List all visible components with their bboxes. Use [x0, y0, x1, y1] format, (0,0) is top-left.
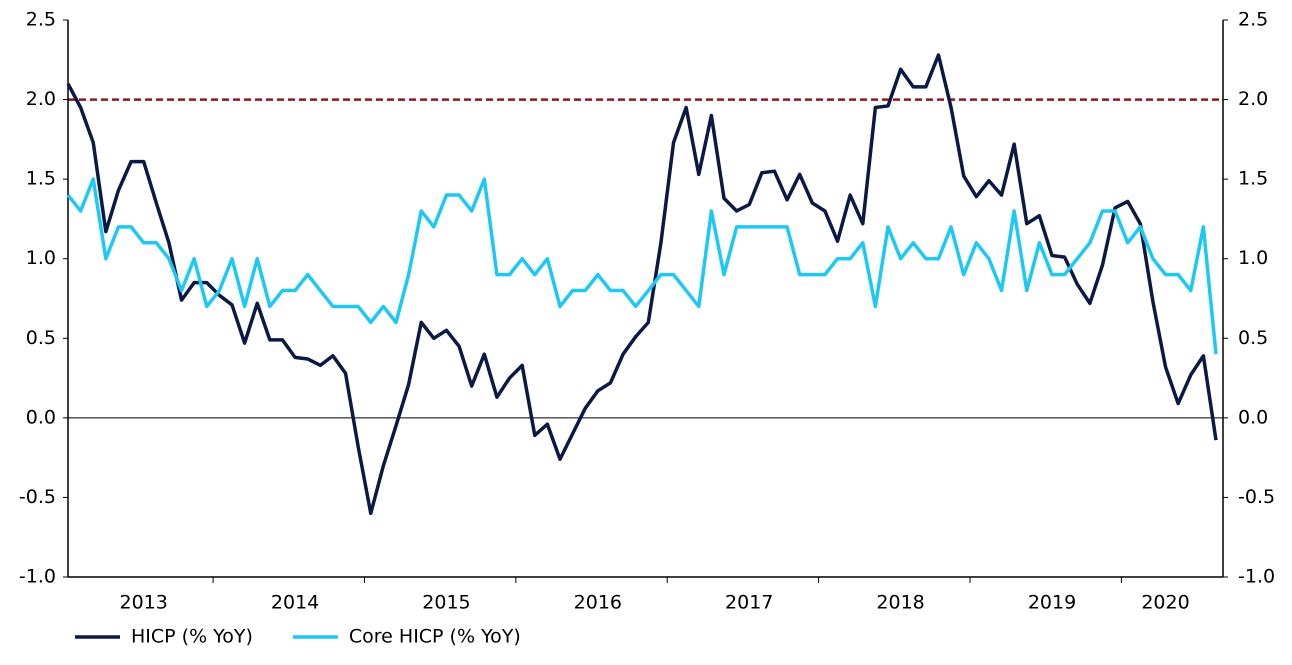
y-tick-label: 2.5 [26, 9, 56, 31]
legend-label: Core HICP (% YoY) [349, 626, 521, 648]
x-tick-label: 2014 [271, 592, 319, 614]
y-tick-label: 1.0 [26, 247, 56, 269]
x-tick-label: 2015 [422, 592, 470, 614]
y2-tick-label: 0.0 [1238, 406, 1268, 428]
y-tick-label: 0.5 [26, 327, 56, 349]
x-tick-label: 2018 [876, 592, 924, 614]
x-tick-label: 2019 [1028, 592, 1076, 614]
y2-tick-label: 2.0 [1238, 88, 1268, 110]
line-series [66, 177, 1218, 355]
y-tick-label: -0.5 [19, 486, 56, 508]
y-tick-label: 0.0 [26, 406, 56, 428]
line-series [66, 53, 1218, 516]
y2-tick-label: 1.5 [1238, 168, 1268, 190]
y-tick-label: 2.0 [26, 88, 56, 110]
y-tick-label: 1.5 [26, 168, 56, 190]
x-tick-label: 2016 [574, 592, 622, 614]
y2-tick-label: 2.5 [1238, 9, 1268, 31]
y2-tick-label: -1.0 [1238, 566, 1275, 588]
y2-tick-label: 0.5 [1238, 327, 1268, 349]
y-tick-label: -1.0 [19, 566, 56, 588]
y2-tick-label: -0.5 [1238, 486, 1275, 508]
x-tick-label: 2017 [725, 592, 773, 614]
y2-tick-label: 1.0 [1238, 247, 1268, 269]
x-tick-label: 2013 [120, 592, 168, 614]
legend-label: HICP (% YoY) [131, 626, 253, 648]
x-tick-label: 2020 [1141, 592, 1189, 614]
